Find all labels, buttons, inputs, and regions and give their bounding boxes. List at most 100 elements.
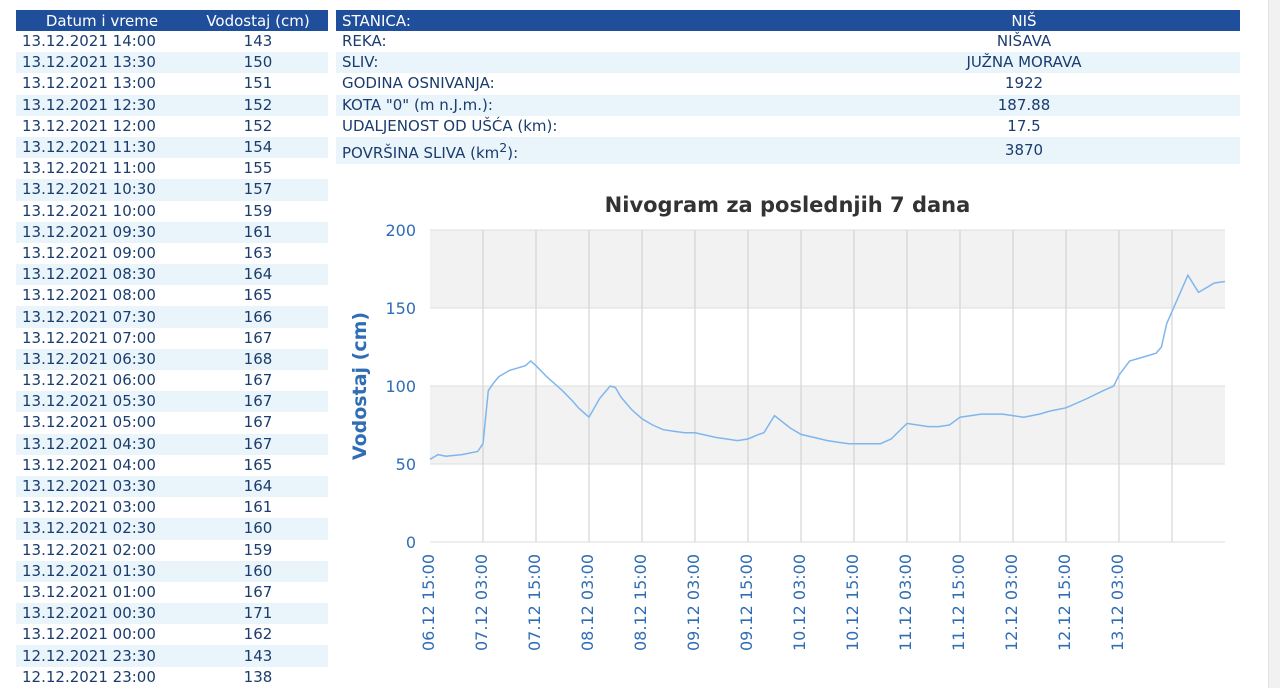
reading-datetime: 13.12.2021 10:00 [22, 201, 156, 220]
table-row: 13.12.2021 14:00 143 [16, 31, 328, 52]
reading-level: 171 [188, 603, 328, 625]
table-row: 13.12.2021 04:00 165 [16, 455, 328, 476]
founded-label: GODINA OSNIVANJA: [342, 74, 495, 93]
table-row: 13.12.2021 04:30 167 [16, 433, 328, 455]
table-row: 13.12.2021 07:30 166 [16, 306, 328, 328]
x-tick-label: 07.12 03:00 [472, 554, 491, 651]
reading-level: 161 [243, 498, 273, 517]
x-tick-label: 10.12 15:00 [843, 554, 862, 651]
table-row: 13.12.2021 11:00 155 [16, 158, 328, 179]
y-axis-label: Vodostaj (cm) [349, 312, 371, 460]
reading-datetime: 13.12.2021 01:30 [16, 560, 188, 582]
table-row: 13.12.2021 02:00 159 [16, 540, 328, 561]
reading-datetime: 13.12.2021 14:00 [22, 32, 156, 51]
reading-level: 143 [243, 32, 273, 51]
reading-level: 166 [188, 306, 328, 328]
reading-level: 152 [243, 116, 273, 135]
reading-datetime: 13.12.2021 05:30 [16, 391, 188, 413]
distance-label: UDALJENOST OD UŠĆA (km): [342, 116, 558, 135]
reading-datetime: 13.12.2021 04:30 [16, 433, 188, 455]
x-tick-label: 12.12 15:00 [1055, 554, 1074, 651]
reading-datetime: 13.12.2021 03:00 [22, 498, 156, 517]
reading-level: 165 [243, 286, 273, 305]
x-tick-label: 06.12 15:00 [419, 554, 438, 651]
reading-level: 138 [243, 667, 273, 686]
x-tick-label: 08.12 03:00 [578, 554, 597, 651]
founded-value: 1922 [1004, 74, 1044, 93]
reading-level: 159 [243, 201, 273, 220]
reading-level: 167 [243, 371, 273, 390]
table-row: 13.12.2021 02:30 160 [16, 518, 328, 540]
station-label: STANICA: [336, 10, 808, 31]
reading-level: 168 [188, 348, 328, 370]
reading-datetime: 13.12.2021 08:00 [22, 286, 156, 305]
river-label: REKA: [342, 32, 387, 51]
reading-datetime: 13.12.2021 01:00 [22, 582, 156, 601]
reading-level: 159 [243, 540, 273, 559]
reading-level: 167 [188, 391, 328, 413]
reading-level: 167 [188, 433, 328, 455]
x-tick-label: 07.12 15:00 [525, 554, 544, 651]
reading-level: 151 [243, 74, 273, 93]
reading-datetime: 13.12.2021 11:30 [16, 136, 188, 159]
page-scrollbar[interactable] [1268, 0, 1280, 688]
reading-level: 167 [243, 582, 273, 601]
y-tick-label: 150 [385, 299, 416, 318]
reading-level: 167 [243, 413, 273, 432]
grid-band [430, 308, 1225, 386]
table-row: 13.12.2021 06:30 168 [16, 348, 328, 370]
reading-level: 162 [243, 625, 273, 644]
reading-level: 154 [188, 136, 328, 159]
y-tick-label: 50 [396, 455, 416, 474]
reading-datetime: 13.12.2021 03:30 [16, 475, 188, 498]
table-row: 13.12.2021 05:30 167 [16, 391, 328, 413]
reading-datetime: 13.12.2021 07:30 [16, 306, 188, 328]
basin-area-label-text: POVRŠINA SLIVA (km [342, 143, 500, 162]
reading-datetime: 13.12.2021 10:30 [16, 179, 188, 201]
x-tick-label: 11.12 03:00 [896, 554, 915, 651]
table-row: 13.12.2021 12:30 152 [16, 94, 328, 116]
reading-datetime: 13.12.2021 04:00 [22, 455, 156, 474]
reading-datetime: 13.12.2021 12:00 [22, 116, 156, 135]
reading-datetime: 13.12.2021 12:30 [16, 94, 188, 116]
reading-datetime: 13.12.2021 13:30 [16, 52, 188, 74]
table-row: 13.12.2021 08:30 164 [16, 264, 328, 286]
table-row: 13.12.2021 12:00 152 [16, 116, 328, 137]
table-row: 13.12.2021 13:00 151 [16, 73, 328, 94]
table-row: 13.12.2021 08:00 165 [16, 285, 328, 306]
x-tick-label: 08.12 15:00 [631, 554, 650, 651]
table-row: 13.12.2021 11:30 154 [16, 136, 328, 159]
reading-level: 160 [188, 560, 328, 582]
reading-datetime: 13.12.2021 09:00 [22, 243, 156, 262]
reading-datetime: 13.12.2021 06:30 [16, 348, 188, 370]
reading-level: 160 [188, 518, 328, 540]
water-level-table: Datum i vreme Vodostaj (cm) 13.12.2021 1… [16, 10, 328, 688]
table-row: 13.12.2021 01:00 167 [16, 582, 328, 603]
datum-elevation-value: 187.88 [808, 94, 1240, 116]
column-header-level: Vodostaj (cm) [188, 10, 328, 31]
table-row: 13.12.2021 10:30 157 [16, 179, 328, 201]
reading-datetime: 13.12.2021 02:30 [16, 518, 188, 540]
nivogram-chart: Nivogram za poslednjih 7 dana Vodostaj (c… [349, 193, 1226, 651]
reading-level: 164 [188, 264, 328, 286]
table-row: 13.12.2021 06:00 167 [16, 370, 328, 391]
reading-datetime: 12.12.2021 23:30 [16, 645, 188, 667]
reading-level: 163 [243, 243, 273, 262]
reading-level: 157 [188, 179, 328, 201]
reading-datetime: 13.12.2021 00:30 [16, 603, 188, 625]
reading-level: 143 [188, 645, 328, 667]
chart-title: Nivogram za poslednjih 7 dana [605, 193, 971, 217]
reading-datetime: 13.12.2021 05:00 [22, 413, 156, 432]
reading-level: 161 [188, 221, 328, 243]
basin-value: JUŽNA MORAVA [808, 52, 1240, 74]
basin-area-value: 3870 [808, 136, 1240, 164]
basin-area-label: POVRŠINA SLIVA (km2): [336, 136, 808, 164]
reading-datetime: 13.12.2021 11:00 [22, 159, 156, 178]
reading-datetime: 13.12.2021 07:00 [22, 328, 156, 347]
table-row: 13.12.2021 00:00 162 [16, 624, 328, 645]
reading-datetime: 13.12.2021 00:00 [22, 625, 156, 644]
reading-level: 167 [243, 328, 273, 347]
reading-datetime: 13.12.2021 06:00 [22, 371, 156, 390]
station-name: NIŠ [808, 10, 1240, 31]
table-row: 12.12.2021 23:30 143 [16, 645, 328, 667]
